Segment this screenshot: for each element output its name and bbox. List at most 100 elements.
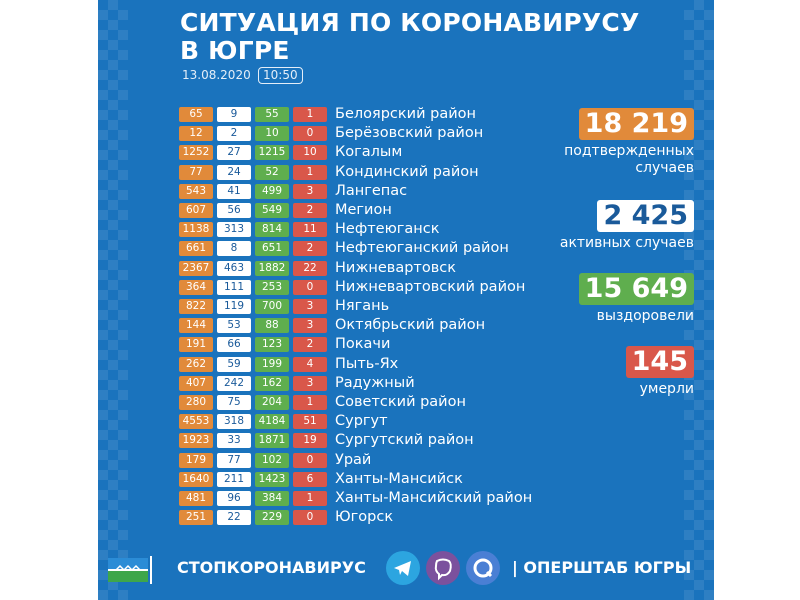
active-cell: 24 <box>217 164 251 180</box>
recovered-cell: 4184 <box>255 414 289 430</box>
district-name: Ханты-Мансийск <box>335 470 463 487</box>
confirmed-cell: 407 <box>179 375 213 391</box>
district-name: Радужный <box>335 374 415 391</box>
recovered-cell: 651 <box>255 241 289 257</box>
page-title-line2: В ЮГРЕ <box>180 36 290 65</box>
recovered-cell: 10 <box>255 126 289 142</box>
recovered-cell: 384 <box>255 491 289 506</box>
deaths-cell: 3 <box>293 183 327 199</box>
active-cell: 9 <box>217 107 251 122</box>
deaths-cell: 19 <box>293 433 327 449</box>
district-name: Ханты-Мансийский район <box>335 490 533 506</box>
recovered-cell: 700 <box>255 299 289 314</box>
recovered-cell: 1882 <box>255 260 289 276</box>
district-name: Кондинский район <box>335 163 479 180</box>
deaths-cell: 1 <box>293 107 327 122</box>
table-row: 481 96 384 1 Ханты-Мансийский район <box>179 490 579 506</box>
deaths-cell: 1 <box>293 395 327 410</box>
district-name: Урай <box>335 451 372 468</box>
deaths-total: 145 <box>625 346 694 378</box>
district-name: Нягань <box>335 298 390 314</box>
confirmed-cell: 2367 <box>179 260 213 276</box>
table-row: 65 9 55 1 Белоярский район <box>179 106 579 122</box>
active-cell: 59 <box>217 356 251 372</box>
recovered-cell: 499 <box>255 183 289 199</box>
active-cell: 75 <box>217 395 251 410</box>
district-name: Лангепас <box>335 182 408 199</box>
active-cell: 56 <box>217 203 251 218</box>
active-cell: 77 <box>217 452 251 468</box>
table-row: 2367 463 1882 22 Нижневартовск <box>179 260 579 276</box>
table-row: 1138 313 814 11 Нефтеюганск <box>179 221 579 238</box>
active-cell: 463 <box>217 260 251 276</box>
confirmed-cell: 262 <box>179 356 213 372</box>
confirmed-cell: 280 <box>179 395 213 410</box>
deaths-cell: 6 <box>293 471 327 487</box>
confirmed-cell: 12 <box>179 126 213 142</box>
deaths-cell: 4 <box>293 356 327 372</box>
active-cell: 242 <box>217 375 251 391</box>
active-cell: 119 <box>217 299 251 314</box>
district-name: Белоярский район <box>335 106 476 122</box>
confirmed-cell: 1252 <box>179 145 213 161</box>
table-row: 77 24 52 1 Кондинский район <box>179 163 579 180</box>
recovered-cell: 123 <box>255 337 289 353</box>
district-name: Сургут <box>335 413 388 430</box>
table-row: 407 242 162 3 Радужный <box>179 374 579 391</box>
confirmed-cell: 822 <box>179 299 213 314</box>
recovered-cell: 52 <box>255 164 289 180</box>
deaths-cell: 10 <box>293 145 327 161</box>
district-name: Югорск <box>335 509 394 526</box>
confirmed-cell: 144 <box>179 318 213 334</box>
deaths-cell: 51 <box>293 414 327 430</box>
recovered-label: выздоровели <box>596 308 694 324</box>
district-name: Когалым <box>335 144 403 161</box>
active-cell: 211 <box>217 471 251 487</box>
deaths-cell: 1 <box>293 164 327 180</box>
confirmed-cell: 607 <box>179 203 213 218</box>
district-name: Мегион <box>335 202 392 218</box>
table-row: 251 22 229 0 Югорск <box>179 509 579 526</box>
district-name: Сургутский район <box>335 432 474 449</box>
confirmed-label-line1: подтвержденных <box>564 143 694 159</box>
deaths-cell: 11 <box>293 222 327 238</box>
page-title-line1: СИТУАЦИЯ ПО КОРОНАВИРУСУ <box>180 8 640 37</box>
yugra-flag-icon <box>108 558 148 582</box>
table-row: 144 53 88 3 Октябрьский район <box>179 317 579 334</box>
district-name: Советский район <box>335 394 466 410</box>
table-row: 12 2 10 0 Берёзовский район <box>179 125 579 142</box>
telegram-icon[interactable] <box>386 551 420 585</box>
deaths-cell: 1 <box>293 491 327 506</box>
active-cell: 27 <box>217 145 251 161</box>
confirmed-cell: 251 <box>179 510 213 526</box>
table-row: 179 77 102 0 Урай <box>179 451 579 468</box>
table-row: 661 8 651 2 Нефтеюганский район <box>179 240 579 257</box>
district-name: Пыть-Ях <box>335 355 399 372</box>
recovered-cell: 199 <box>255 356 289 372</box>
tamtam-icon[interactable] <box>466 551 500 585</box>
table-row: 1252 27 1215 10 Когалым <box>179 144 579 161</box>
table-row: 191 66 123 2 Покачи <box>179 336 579 353</box>
recovered-cell: 549 <box>255 203 289 218</box>
district-name: Покачи <box>335 336 391 353</box>
stat-active: 2 425 активных случаев <box>560 200 694 252</box>
viber-icon[interactable] <box>426 551 460 585</box>
district-name: Нижневартовский район <box>335 278 526 295</box>
deaths-cell: 3 <box>293 299 327 314</box>
confirmed-label-line2: случаев <box>635 160 694 176</box>
active-cell: 53 <box>217 318 251 334</box>
recovered-cell: 204 <box>255 395 289 410</box>
recovered-cell: 253 <box>255 279 289 295</box>
deaths-cell: 22 <box>293 260 327 276</box>
table-row: 4553 318 4184 51 Сургут <box>179 413 579 430</box>
active-total: 2 425 <box>597 200 694 232</box>
active-label: активных случаев <box>559 235 694 251</box>
deaths-cell: 3 <box>293 318 327 334</box>
stat-recovered: 15 649 выздоровели <box>578 273 694 325</box>
confirmed-cell: 364 <box>179 279 213 295</box>
table-row: 822 119 700 3 Нягань <box>179 298 579 314</box>
table-row: 607 56 549 2 Мегион <box>179 202 579 218</box>
active-cell: 111 <box>217 279 251 295</box>
deaths-cell: 2 <box>293 203 327 218</box>
confirmed-total: 18 219 <box>578 108 694 140</box>
